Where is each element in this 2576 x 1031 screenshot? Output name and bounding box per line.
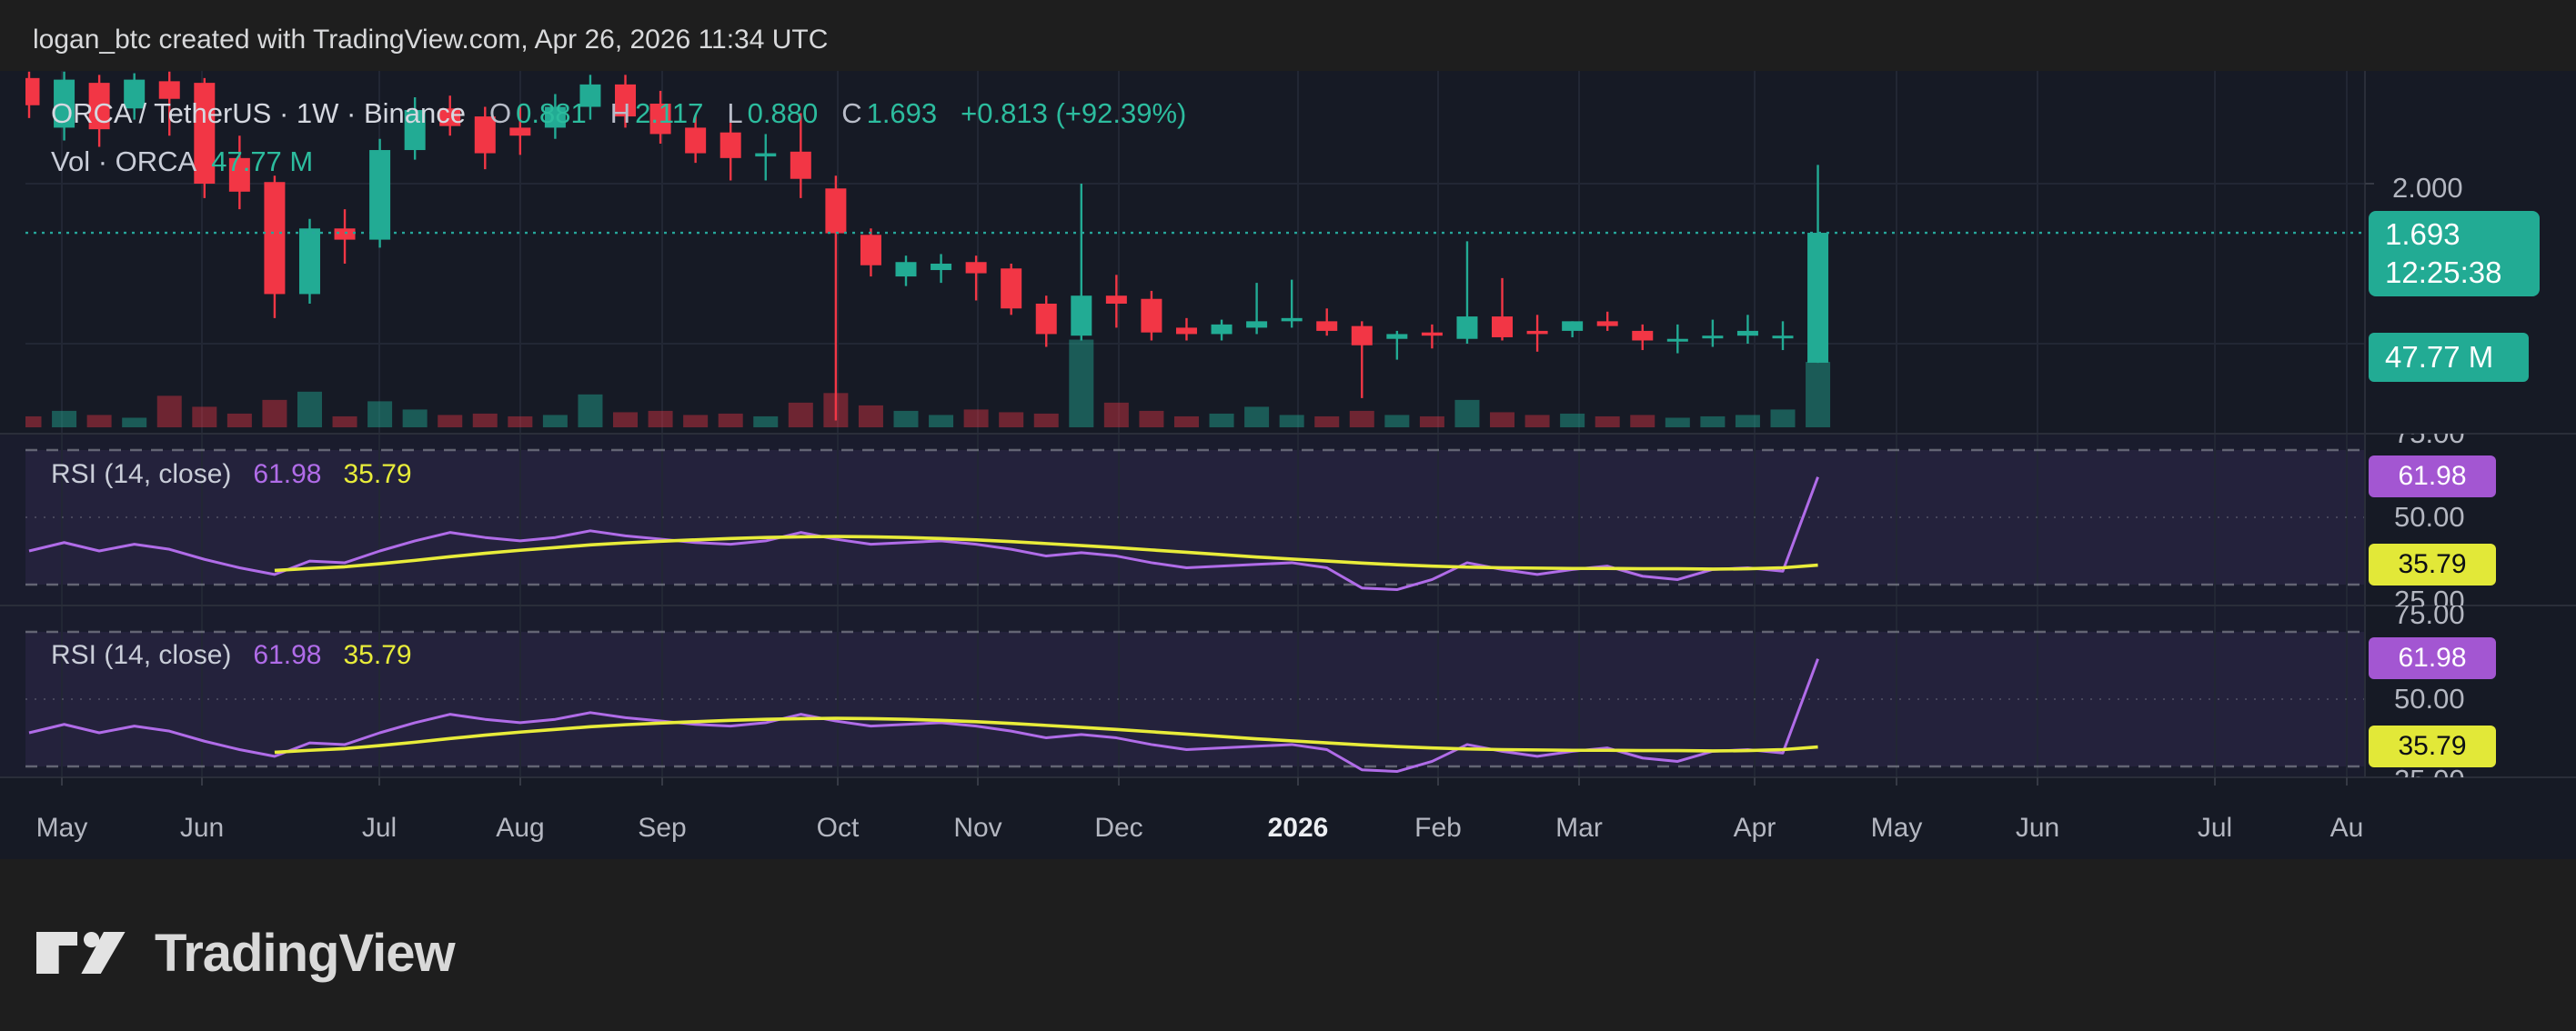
bar-countdown: 12:25:38 [2385,255,2502,289]
rsi-axis-label: 25.00 [2394,763,2465,777]
time-axis-label: May [35,813,88,843]
time-axis-label: Nov [953,813,1002,843]
rsi-ma-value: 35.79 [343,640,412,670]
volume-badge: 47.77 M [2369,333,2529,382]
ohlc-item: O 0.881 [488,97,587,129]
tradingview-mark-icon [36,931,126,975]
time-axis[interactable]: May Jun Jul Aug Sep Oct Nov Dec 2026 Feb Mar Apr May… [0,777,2576,859]
price-axis-label: 2.000 [2392,172,2463,204]
symbol-legend: ORCA / TetherUS · 1W · Binance O 0.881 H 2.… [51,95,1186,133]
candles [25,71,1829,421]
rsi-label[interactable]: RSI (14, close) [51,459,232,489]
ohlc-item: C 1.693 [841,97,938,129]
volume-value: 47.77 M [211,145,314,177]
symbol-title[interactable]: ORCA / TetherUS · 1W · Binance [51,97,466,129]
time-axis-label: Jun [179,813,225,843]
rsi-ma-line [274,716,1818,755]
rsi-value: 61.98 [253,459,322,489]
time-axis-label: Feb [1414,813,1462,843]
rsi-axis-label: 50.00 [2394,683,2465,715]
rsi-value: 61.98 [253,640,322,670]
time-axis-label: Mar [1555,813,1603,843]
rsi-ma-badge: 35.79 [2369,726,2496,767]
time-axis-label: Oct [816,813,860,843]
time-axis-label: Aug [496,813,545,843]
attribution-text: logan_btc created with TradingView.com, … [33,25,829,55]
rsi-axis-label: 50.00 [2394,501,2465,533]
last-price: 1.693 [2385,217,2460,251]
volume-label: Vol · ORCA [51,145,197,177]
time-axis-label: Dec [1094,813,1143,843]
gridlines [25,71,2365,777]
time-axis-label: Sep [638,813,687,843]
time-axis-label: Jul [361,813,397,843]
rsi-axis-label: 75.00 [2394,434,2465,451]
rsi-ma-line [274,535,1818,573]
volume-bars [25,339,1831,427]
rsi-label[interactable]: RSI (14, close) [51,640,232,670]
rsi-axis-1[interactable]: 75.00 61.98 50.00 35.79 25.00 [2365,434,2576,606]
last-price-badge: 1.693 12:25:38 [2369,211,2540,296]
time-axis-label: 2026 [1267,813,1329,843]
ohlc-values: O 0.881 H 2.117 L 0.880 C 1.693 [489,97,937,130]
rsi-pane-2 [25,630,2365,774]
brand-name: TradingView [155,923,456,983]
rsi-legend-1: RSI (14, close) 61.98 35.79 [51,457,412,492]
rsi-legend-2: RSI (14, close) 61.98 35.79 [51,638,412,673]
price-axis[interactable]: 2.000 1.693 12:25:38 47.77 M [2365,71,2576,434]
volume-legend: Vol · ORCA 47.77 M [51,144,313,180]
attribution-bar: logan_btc created with TradingView.com, … [0,0,2576,71]
rsi-ma-badge: 35.79 [2369,544,2496,586]
rsi-value-badge: 61.98 [2369,637,2496,679]
change-value: +0.813 (+92.39%) [961,97,1187,129]
time-axis-label: Jun [2015,813,2060,843]
rsi-axis-label: 25.00 [2394,585,2465,606]
rsi-axis-label: 75.00 [2394,606,2465,630]
time-axis-label: Au [2329,813,2364,843]
ohlc-item: L 0.880 [727,97,819,129]
time-axis-label: May [1870,813,1923,843]
rsi-ma-value: 35.79 [343,459,412,489]
rsi-axis-2[interactable]: 75.00 61.98 50.00 35.79 25.00 [2365,606,2576,777]
rsi-line [28,658,1819,774]
rsi-value-badge: 61.98 [2369,455,2496,497]
ohlc-item: H 2.117 [609,97,704,129]
chart-background [0,71,2576,859]
time-axis-label: Apr [1733,813,1776,843]
rsi-pane-1 [25,448,2365,592]
time-axis-label: Jul [2197,813,2233,843]
chart-canvas[interactable] [0,71,2576,859]
rsi-line [28,476,1819,592]
tradingview-logo[interactable]: TradingView [36,911,456,995]
footer [0,859,2576,1031]
